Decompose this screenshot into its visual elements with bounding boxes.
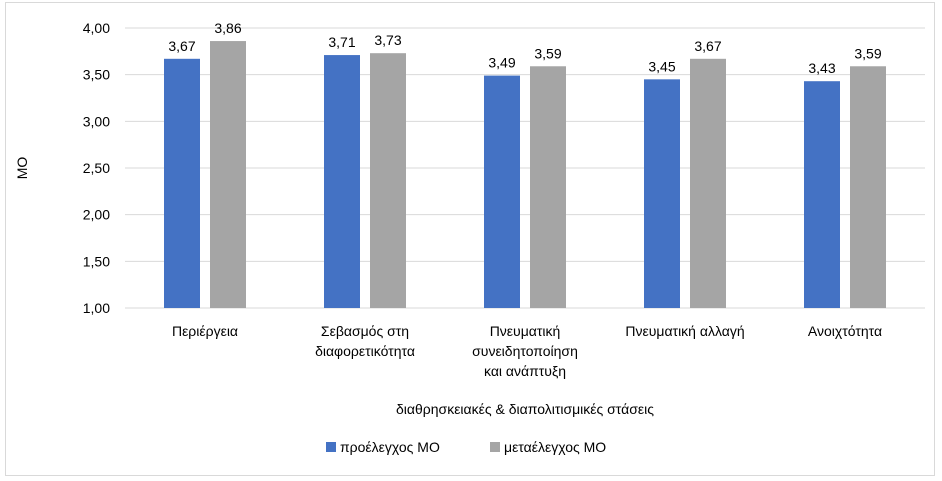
bar <box>804 81 840 308</box>
data-label: 3,67 <box>168 38 195 54</box>
bar <box>164 58 200 308</box>
data-label: 3,43 <box>808 60 835 76</box>
x-tick-label: Ανοιχτότητα <box>808 323 882 339</box>
y-tick-label: 2,00 <box>83 207 110 223</box>
bar <box>210 41 246 309</box>
bar <box>690 58 726 308</box>
bar <box>324 55 360 308</box>
data-label: 3,59 <box>854 45 881 61</box>
y-tick-label: 3,00 <box>83 113 110 129</box>
data-label: 3,73 <box>374 32 401 48</box>
bar <box>644 79 680 308</box>
bar <box>850 66 886 309</box>
bar <box>370 53 406 309</box>
y-axis-title: ΜΟ <box>14 157 30 180</box>
y-tick-label: 3,50 <box>83 67 110 83</box>
data-label: 3,59 <box>534 45 561 61</box>
y-tick-label: 1,00 <box>83 300 110 316</box>
data-label: 3,49 <box>488 55 515 71</box>
y-tick-label: 1,50 <box>83 253 110 269</box>
x-tick-label: Σεβασμός στη <box>321 323 409 339</box>
data-label: 3,45 <box>648 58 675 74</box>
chart-frame <box>5 2 935 476</box>
x-tick-label: και ανάπτυξη <box>484 363 566 379</box>
x-tick-label: συνειδητοποίηση <box>472 343 578 359</box>
bar <box>484 75 520 308</box>
x-tick-label: Πνευματική αλλαγή <box>625 323 744 339</box>
data-label: 3,71 <box>328 34 355 50</box>
x-tick-label: Περιέργεια <box>172 323 238 339</box>
x-axis-title: διαθρησκειακές & διαπολιτισμικές στάσεις <box>396 401 654 417</box>
y-tick-label: 2,50 <box>83 160 110 176</box>
legend-label: προέλεγχος ΜΟ <box>340 439 440 455</box>
legend-label: μεταέλεγχος ΜΟ <box>504 439 606 455</box>
y-tick-label: 4,00 <box>83 20 110 36</box>
x-tick-label: Πνευματική <box>490 323 561 339</box>
legend-swatch <box>490 442 500 452</box>
x-tick-label: διαφορετικότητα <box>315 343 415 359</box>
data-label: 3,86 <box>214 20 241 36</box>
data-label: 3,67 <box>694 38 721 54</box>
bar <box>530 66 566 309</box>
legend-swatch <box>326 442 336 452</box>
